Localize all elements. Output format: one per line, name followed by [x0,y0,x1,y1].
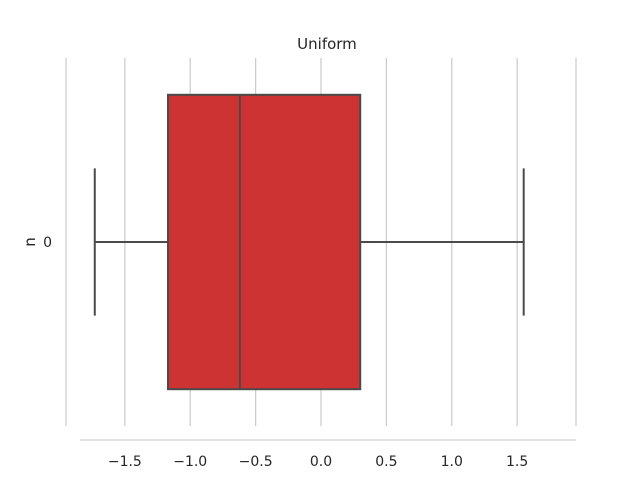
chart-title: Uniform [297,35,357,53]
y-tick-label: 0 [43,235,52,251]
box-iqr [167,93,362,391]
x-tick-label: 0.0 [310,454,332,470]
x-tick-label: 1.5 [506,454,528,470]
x-tick-label: −1.5 [108,454,142,470]
x-tick-label: −1.0 [173,454,207,470]
y-tick-labels: 0 [43,235,52,251]
y-axis-label: n [21,237,39,247]
x-tick-label: −0.5 [239,454,273,470]
x-tick-labels: −1.5 −1.0 −0.5 0.0 0.5 1.0 1.5 [108,454,528,470]
x-tick-label: 0.5 [375,454,397,470]
boxes [93,93,525,391]
x-tick-label: 1.0 [441,454,463,470]
